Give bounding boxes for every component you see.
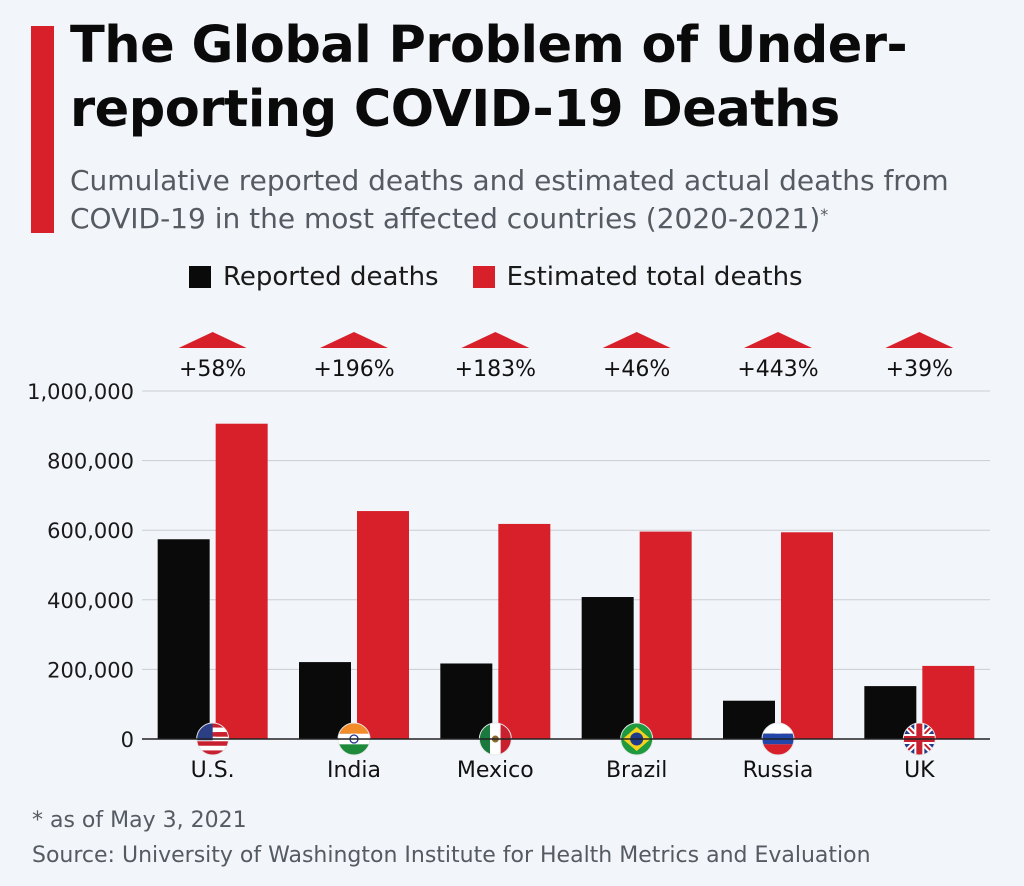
increase-marker-icon [885,332,954,348]
bar-estimated [639,531,692,739]
increase-marker-icon [744,332,812,348]
chart-subtitle: Cumulative reported deaths and estimated… [70,162,1010,238]
bar-reported [157,539,210,739]
footnote: * as of May 3, 2021 [32,808,247,833]
category-label: Brazil [606,758,667,783]
y-tick-label: 800,000 [47,450,134,474]
increase-marker-icon [461,332,530,348]
y-tick-label: 400,000 [47,589,134,613]
increase-label: +58% [179,357,246,382]
legend-swatch-estimated [472,266,495,288]
y-tick-label: 600,000 [47,519,134,543]
y-tick-label: 1,000,000 [27,380,134,404]
bar-reported [581,597,634,739]
subtitle-marker: * [820,205,829,224]
increase-marker-icon [602,332,671,348]
increase-label: +39% [886,357,953,382]
legend-item-reported: Reported deaths [189,262,439,292]
legend-item-estimated: Estimated total deaths [472,262,803,292]
increase-label: +196% [313,357,394,382]
bar-estimated [781,532,833,739]
source-note: Source: University of Washington Institu… [32,843,871,868]
increase-marker-icon [320,332,388,348]
bar-chart: 0 200,000 400,000 600,000 800,000 1,000,000 +5… [27,332,990,783]
category-label: Russia [743,758,814,783]
bar-estimated [498,523,551,739]
increase-label: +46% [603,357,670,382]
bar-reported [299,662,351,739]
increase-label: +443% [737,357,818,382]
bar-reported [440,663,493,739]
legend: Reported deaths Estimated total deaths [189,262,837,292]
bar-estimated [922,665,975,739]
chart-title: The Global Problem of Under-reporting CO… [70,16,908,139]
category-label: UK [904,758,935,783]
y-tick-label: 200,000 [47,658,134,682]
bar-estimated [215,423,268,739]
accent-bar [31,26,54,233]
increase-label: +183% [455,357,536,382]
legend-swatch-reported [189,266,211,288]
subtitle-text: Cumulative reported deaths and estimated… [70,164,949,235]
category-label: Mexico [457,758,534,783]
increase-marker-icon [178,332,247,348]
legend-label-reported: Reported deaths [223,262,439,292]
y-tick-label: 0 [121,728,134,752]
category-label: India [327,758,381,783]
category-label: U.S. [191,758,235,783]
legend-label-estimated: Estimated total deaths [506,262,803,292]
bar-estimated [357,511,409,739]
